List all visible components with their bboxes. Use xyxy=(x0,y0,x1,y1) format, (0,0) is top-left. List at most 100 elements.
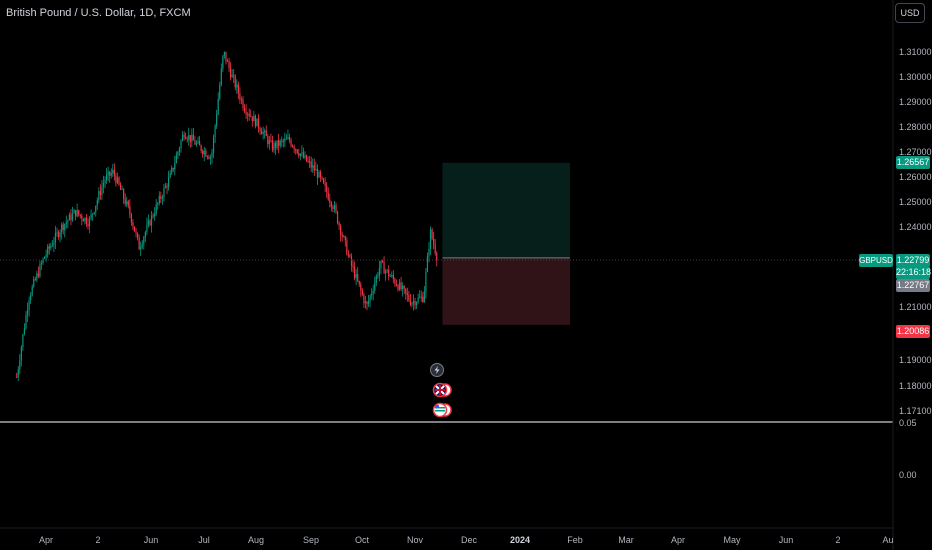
candle-body xyxy=(433,238,435,245)
candle-body xyxy=(335,204,337,212)
target-zone xyxy=(442,162,570,258)
candle-body xyxy=(333,204,336,209)
candle-body xyxy=(409,300,411,305)
candle-body xyxy=(220,68,222,85)
candlestick-series xyxy=(16,51,438,381)
candle-body xyxy=(247,113,249,115)
candle-body xyxy=(380,260,382,268)
candle-body xyxy=(245,111,247,115)
time-label: Oct xyxy=(354,535,370,545)
candle-body xyxy=(112,169,114,174)
candle-body xyxy=(70,214,72,221)
candle-body xyxy=(250,116,252,118)
candle-body xyxy=(240,99,243,101)
candle-body xyxy=(412,301,415,304)
candle-body xyxy=(305,155,308,162)
candle-body xyxy=(426,255,429,272)
candle-body xyxy=(206,156,208,158)
candle-body xyxy=(113,169,115,176)
candle-body xyxy=(147,220,150,225)
candle-body xyxy=(251,116,253,122)
time-label: Aug xyxy=(247,535,265,545)
candle-body xyxy=(219,84,221,99)
candle-body xyxy=(389,276,391,278)
candle-body xyxy=(386,269,388,271)
candle-body xyxy=(19,360,21,370)
lightning-icon[interactable] xyxy=(430,363,444,377)
candle-body xyxy=(183,134,185,138)
price-label: 1.26000 xyxy=(899,172,932,182)
candle-body xyxy=(304,155,306,158)
candle-body xyxy=(74,210,77,217)
candle-body xyxy=(233,74,235,77)
candle-body xyxy=(268,140,270,145)
candle-body xyxy=(374,282,376,291)
candle-body xyxy=(53,242,55,246)
candle-body xyxy=(101,186,103,195)
candle-body xyxy=(403,285,405,289)
candle-body xyxy=(265,130,267,137)
candle-body xyxy=(191,134,193,142)
candle-body xyxy=(161,197,163,199)
candle-body xyxy=(349,254,351,257)
time-label: 2024 xyxy=(509,535,531,545)
candle-body xyxy=(321,177,323,179)
candle-body xyxy=(107,171,109,175)
candle-body xyxy=(56,232,58,234)
price-label: 1.31000 xyxy=(899,47,932,57)
candle-body xyxy=(234,76,236,88)
target-price-tag: 1.26567 xyxy=(896,156,930,169)
candle-body xyxy=(276,140,278,148)
candle-body xyxy=(16,377,18,378)
candle-body xyxy=(257,118,260,129)
candle-body xyxy=(136,233,139,238)
candle-body xyxy=(51,245,53,247)
candle-body xyxy=(84,217,86,222)
candle-body xyxy=(119,184,122,190)
candle-body xyxy=(42,258,44,264)
candle-body xyxy=(78,210,80,215)
candle-body xyxy=(126,201,128,205)
candle-body xyxy=(262,132,264,135)
candle-body xyxy=(121,189,123,191)
price-label: 1.19000 xyxy=(899,355,932,365)
candle-body xyxy=(228,61,230,69)
candle-body xyxy=(361,290,363,295)
candle-body xyxy=(198,141,201,146)
candle-body xyxy=(420,296,422,298)
flag-uk-icon[interactable] xyxy=(432,382,452,398)
flag-us-icon[interactable] xyxy=(432,402,452,418)
candle-body xyxy=(259,128,261,132)
chart-title[interactable]: British Pound / U.S. Dollar, 1D, FXCM xyxy=(6,7,191,19)
candle-body xyxy=(242,99,244,109)
currency-button[interactable]: USD xyxy=(895,3,925,23)
candle-body xyxy=(293,146,295,150)
candle-body xyxy=(62,224,64,231)
candle-body xyxy=(248,113,250,117)
candle-body xyxy=(353,267,356,279)
candle-body xyxy=(93,212,95,214)
candle-body xyxy=(406,293,408,295)
candle-body xyxy=(110,173,112,176)
candle-body xyxy=(99,191,101,195)
candle-body xyxy=(59,232,61,237)
time-label: Jun xyxy=(778,535,794,545)
candle-body xyxy=(212,137,215,153)
candle-body xyxy=(157,203,159,205)
candle-body xyxy=(115,175,117,184)
time-label: Nov xyxy=(406,535,424,545)
candle-body xyxy=(188,134,190,140)
candle-body xyxy=(377,275,379,277)
candle-body xyxy=(278,140,280,146)
candle-body xyxy=(171,167,173,174)
candle-body xyxy=(132,222,134,227)
candle-body xyxy=(123,189,125,199)
candle-body xyxy=(350,256,353,266)
time-label: Apr xyxy=(38,535,54,545)
candle-body xyxy=(65,222,67,225)
time-label: Feb xyxy=(567,535,583,545)
time-label: 2 xyxy=(95,535,101,545)
candle-body xyxy=(378,267,380,276)
candle-body xyxy=(172,167,174,170)
